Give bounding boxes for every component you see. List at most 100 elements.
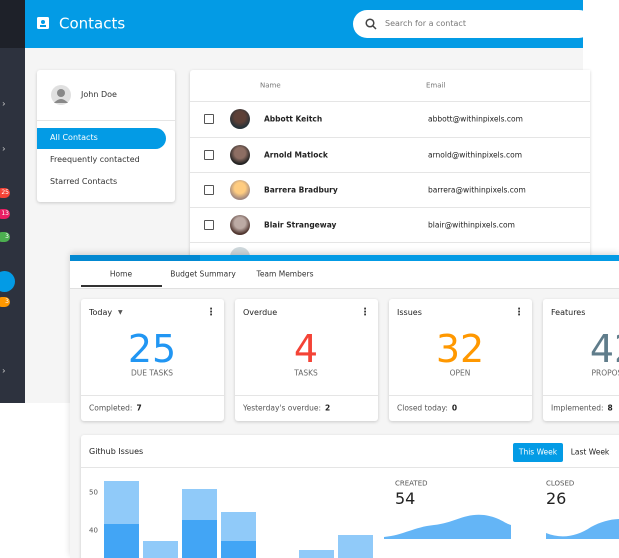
dropdown-arrow: ▼ (118, 309, 123, 316)
avatar (230, 145, 250, 165)
search-placeholder: Search for a contact (385, 19, 466, 28)
divider (235, 395, 378, 396)
footer-value: 2 (325, 403, 331, 413)
bar (221, 540, 256, 558)
avatar (230, 180, 250, 200)
button[interactable] (513, 443, 563, 462)
card-menu[interactable]: ⋮ (206, 307, 216, 318)
search-icon (365, 18, 377, 30)
checkbox[interactable] (204, 114, 214, 124)
card-title: Today (89, 308, 113, 317)
bar (143, 540, 178, 558)
avatar (230, 215, 250, 235)
footer-label: Yesterday's overdue: (243, 403, 322, 413)
checkbox[interactable] (204, 220, 214, 230)
card-label: TASKS (294, 368, 318, 378)
footer-label: Completed: (89, 403, 133, 413)
contact-name: Arnold Matlock (264, 150, 328, 160)
divider (389, 395, 532, 396)
card-menu[interactable]: ⋮ (360, 307, 370, 318)
footer-label: Implemented: (551, 403, 604, 413)
stat-label: CLOSED (546, 479, 575, 488)
card-title: Github Issues (89, 447, 144, 456)
card-menu[interactable]: ⋮ (514, 307, 524, 318)
stat-card: Issues ⋮ 32 OPEN Closed today: 0 (389, 299, 532, 421)
stat-card: Features⋮42PROPOSALSImplemented:8 (543, 299, 619, 421)
github-card: Github Issues This Week Last Week 50 40 CREAT… (81, 435, 619, 558)
card-value: 4 (293, 327, 319, 371)
card-footer: Implemented: 8 (551, 404, 613, 412)
row-divider (190, 101, 590, 102)
contact-name: Barrera Bradbury (264, 185, 338, 195)
card-footer: Completed: 7 (89, 404, 142, 412)
column-header: Name (260, 81, 281, 90)
contacts-panel: John Doe All Contacts Freequently contact… (37, 70, 175, 202)
stat-card: Today ▼ ⋮ 25 DUE TASKS Completed: 7 (81, 299, 224, 421)
contact-email: barrera@withinpixels.com (428, 185, 526, 195)
dashboard-topbar (70, 255, 619, 261)
menu-item[interactable]: Starred Contacts (50, 177, 118, 186)
divider (543, 395, 619, 396)
footer-value: 8 (607, 403, 613, 413)
checkbox[interactable] (204, 185, 214, 195)
tab-bar (70, 261, 619, 289)
user-name: John Doe (81, 90, 117, 99)
chevron: › (2, 144, 6, 155)
badge: 3 (0, 232, 10, 242)
badge: 3 (0, 297, 10, 307)
user-avatar (51, 85, 71, 105)
footer-value: 7 (136, 403, 142, 413)
card-value: 42 (589, 327, 619, 371)
y-tick-label: 40 (89, 526, 98, 535)
card-footer: Yesterday's overdue: 2 (243, 404, 330, 412)
badge: 13 (0, 209, 10, 219)
tab[interactable]: Budget Summary (170, 269, 236, 279)
card-title: Overdue (243, 308, 278, 317)
sidebar-active (0, 271, 15, 292)
card-title: Issues (397, 308, 422, 317)
bar (338, 535, 373, 558)
menu-active (37, 128, 166, 149)
menu-item[interactable]: Freequently contacted (50, 155, 140, 164)
search-box[interactable] (353, 10, 593, 38)
closed-sparkline (546, 519, 619, 539)
stat-value: 54 (395, 489, 416, 508)
footer-label: Closed today: (397, 403, 448, 413)
tab[interactable]: Home (109, 269, 133, 279)
menu-item[interactable]: All Contacts (50, 133, 98, 142)
tab-underline (81, 285, 162, 287)
row-divider (190, 137, 590, 138)
card-title: Features (551, 308, 586, 317)
stat-card: Overdue ⋮ 4 TASKS Yesterday's overdue: 2 (235, 299, 378, 421)
header-title: Contacts (59, 14, 126, 33)
chevron: › (2, 99, 6, 110)
avatar (230, 109, 250, 129)
contact-name: Blair Strangeway (264, 220, 337, 230)
stat-value: 26 (546, 489, 567, 508)
contact-email: blair@withinpixels.com (428, 220, 515, 230)
bar (104, 523, 139, 558)
card-label: PROPOSALS (591, 368, 619, 378)
contacts-icon (37, 17, 49, 29)
bar (182, 519, 217, 558)
badge: 25 (0, 188, 10, 198)
created-sparkline (384, 514, 511, 539)
tab[interactable]: Team Members (256, 269, 314, 279)
row-divider (190, 242, 590, 243)
contacts-table: Name Email Abbott Keitch abbott@withinpixel… (190, 70, 590, 265)
divider (37, 120, 175, 121)
contact-email: abbott@withinpixels.com (428, 114, 523, 124)
dashboard: Github Issues This Week Last Week 50 40 CREAT… (70, 255, 619, 558)
divider (81, 395, 224, 396)
column-header: Email (426, 81, 446, 90)
card-value: 32 (435, 327, 485, 371)
row-divider (190, 207, 590, 208)
button-label[interactable]: Last Week (570, 447, 610, 457)
card-footer: Closed today: 0 (397, 404, 457, 412)
stat-label: CREATED (395, 479, 428, 488)
checkbox[interactable] (204, 150, 214, 160)
card-value: 25 (127, 327, 177, 371)
sidebar (0, 0, 25, 403)
card-label: DUE TASKS (131, 368, 173, 378)
